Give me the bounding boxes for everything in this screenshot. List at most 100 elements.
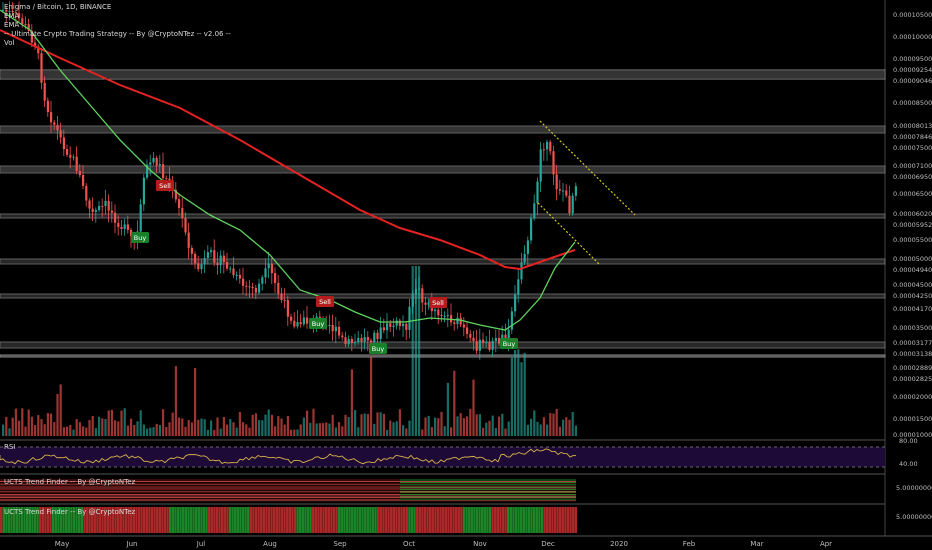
candle-body[interactable]	[466, 327, 469, 334]
indicator-volume[interactable]: Vol	[4, 39, 15, 47]
candle-body[interactable]	[485, 341, 488, 344]
candle-body[interactable]	[411, 294, 414, 307]
candle-body[interactable]	[370, 340, 373, 343]
candle-body[interactable]	[110, 210, 113, 213]
candle-body[interactable]	[475, 341, 478, 351]
candle-body[interactable]	[78, 170, 81, 176]
candle-body[interactable]	[59, 130, 62, 138]
candle-body[interactable]	[229, 268, 232, 270]
candle-body[interactable]	[306, 317, 309, 324]
candle-body[interactable]	[181, 208, 184, 219]
signal-markers[interactable]: Sell Buy Sell Buy Sell Buy Buy	[131, 180, 518, 354]
candle-body[interactable]	[238, 274, 241, 279]
candle-body[interactable]	[440, 315, 443, 317]
candle-body[interactable]	[56, 124, 59, 131]
candle-body[interactable]	[216, 262, 219, 266]
candle-body[interactable]	[254, 287, 257, 293]
candle-body[interactable]	[139, 204, 142, 232]
indicator-ema-slow[interactable]: EMA	[4, 21, 20, 29]
candle-body[interactable]	[197, 263, 200, 270]
rsi-title[interactable]: RSI	[4, 443, 16, 451]
candle-body[interactable]	[270, 263, 273, 274]
candle-body[interactable]	[242, 278, 245, 286]
candle-body[interactable]	[488, 341, 491, 350]
candle-body[interactable]	[290, 316, 293, 321]
candle-body[interactable]	[277, 282, 280, 294]
candle-body[interactable]	[414, 288, 417, 295]
candle-body[interactable]	[398, 320, 401, 327]
candle-body[interactable]	[264, 268, 267, 278]
candle-body[interactable]	[158, 164, 161, 166]
candle-body[interactable]	[286, 300, 289, 317]
candle-body[interactable]	[350, 338, 353, 344]
candle-body[interactable]	[226, 261, 229, 269]
candle-body[interactable]	[574, 186, 577, 196]
buy-signal[interactable]	[369, 343, 387, 354]
candle-body[interactable]	[149, 162, 152, 165]
candle-body[interactable]	[402, 323, 405, 327]
candle-body[interactable]	[376, 332, 379, 340]
candle-body[interactable]	[456, 317, 459, 324]
candle-body[interactable]	[392, 325, 395, 327]
candle-body[interactable]	[344, 337, 347, 345]
candle-body[interactable]	[251, 286, 254, 288]
candle-body[interactable]	[491, 340, 494, 350]
candle-body[interactable]	[18, 13, 21, 19]
candle-body[interactable]	[155, 157, 158, 166]
candle-body[interactable]	[453, 322, 456, 324]
candle-body[interactable]	[50, 112, 53, 123]
candle-body[interactable]	[373, 332, 376, 343]
candle-body[interactable]	[446, 315, 449, 317]
candle-body[interactable]	[114, 212, 117, 223]
sell-signal[interactable]	[156, 180, 174, 191]
candle-body[interactable]	[5, 9, 8, 12]
candle-body[interactable]	[338, 326, 341, 336]
candle-body[interactable]	[190, 247, 193, 254]
candle-body[interactable]	[552, 151, 555, 175]
sell-signal[interactable]	[316, 296, 334, 307]
candle-body[interactable]	[283, 300, 286, 302]
candle-body[interactable]	[146, 164, 149, 178]
candle-body[interactable]	[514, 294, 517, 312]
candle-body[interactable]	[469, 333, 472, 338]
candle-body[interactable]	[462, 324, 465, 328]
candle-body[interactable]	[206, 252, 209, 258]
candle-body[interactable]	[546, 141, 549, 150]
candle-body[interactable]	[69, 154, 72, 158]
candle-body[interactable]	[434, 309, 437, 312]
candle-body[interactable]	[94, 210, 97, 212]
candle-body[interactable]	[302, 317, 305, 325]
candle-body[interactable]	[107, 200, 110, 211]
candle-body[interactable]	[331, 324, 334, 332]
candle-body[interactable]	[562, 190, 565, 192]
candle-body[interactable]	[472, 337, 475, 342]
candle-body[interactable]	[418, 288, 421, 290]
candle-body[interactable]	[517, 279, 520, 295]
candle-body[interactable]	[363, 337, 366, 342]
candle-body[interactable]	[542, 149, 545, 151]
sell-signal[interactable]	[429, 297, 447, 308]
candle-body[interactable]	[46, 100, 49, 113]
candle-body[interactable]	[53, 122, 56, 125]
candle-body[interactable]	[443, 315, 446, 317]
candle-body[interactable]	[536, 181, 539, 204]
candle-body[interactable]	[558, 189, 561, 191]
candle-body[interactable]	[187, 232, 190, 248]
candle-body[interactable]	[232, 268, 235, 276]
candle-body[interactable]	[510, 311, 513, 330]
candle-body[interactable]	[101, 205, 104, 207]
candle-body[interactable]	[117, 222, 120, 227]
candle-body[interactable]	[245, 285, 248, 287]
candle-body[interactable]	[120, 226, 123, 229]
candle-body[interactable]	[178, 199, 181, 209]
buy-signal[interactable]	[500, 338, 518, 349]
candle-body[interactable]	[507, 329, 510, 341]
candle-body[interactable]	[424, 302, 427, 305]
candle-body[interactable]	[165, 178, 168, 180]
candle-body[interactable]	[91, 208, 94, 212]
buy-signal[interactable]	[309, 318, 327, 329]
candle-body[interactable]	[210, 250, 213, 253]
candle-body[interactable]	[85, 185, 88, 201]
buy-signal[interactable]	[131, 232, 149, 243]
